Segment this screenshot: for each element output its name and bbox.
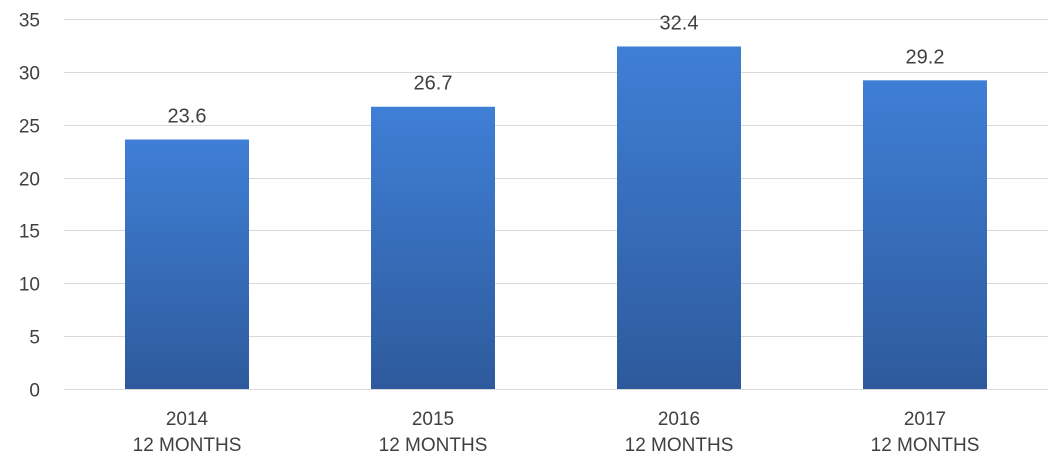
y-tick-label: 35 (19, 11, 40, 32)
x-category-label-2017: 2017 12 MONTHS (871, 409, 980, 456)
x-category-year: 2015 (412, 409, 454, 430)
y-tick-label: 15 (19, 222, 40, 243)
data-label-2017: 29.2 (906, 46, 945, 68)
x-category-period: 12 MONTHS (133, 435, 242, 456)
y-axis-tick-labels: 0 5 10 15 20 25 30 35 (19, 11, 40, 402)
data-label-2014: 23.6 (168, 106, 207, 128)
bar-2017 (863, 80, 987, 390)
bars (125, 46, 987, 390)
x-category-label-2016: 2016 12 MONTHS (625, 409, 734, 456)
x-category-year: 2014 (166, 409, 209, 430)
x-category-period: 12 MONTHS (871, 435, 980, 456)
bar-2016 (617, 46, 741, 389)
data-label-2016: 32.4 (660, 12, 699, 34)
x-category-period: 12 MONTHS (379, 435, 488, 456)
data-label-2015: 26.7 (414, 73, 453, 95)
data-labels: 23.6 26.7 32.4 29.2 (168, 12, 945, 127)
bar-2015 (371, 106, 495, 389)
x-category-label-2015: 2015 12 MONTHS (379, 409, 488, 456)
y-tick-label: 10 (19, 275, 40, 296)
y-tick-label: 25 (19, 117, 40, 138)
y-tick-label: 0 (29, 381, 40, 402)
x-category-year: 2017 (904, 409, 946, 430)
x-category-period: 12 MONTHS (625, 435, 734, 456)
y-tick-label: 30 (19, 64, 40, 85)
bar-2014 (125, 139, 249, 389)
y-tick-label: 5 (29, 328, 40, 349)
x-category-year: 2016 (658, 409, 700, 430)
y-tick-label: 20 (19, 170, 40, 191)
x-category-label-2014: 2014 12 MONTHS (133, 409, 242, 456)
